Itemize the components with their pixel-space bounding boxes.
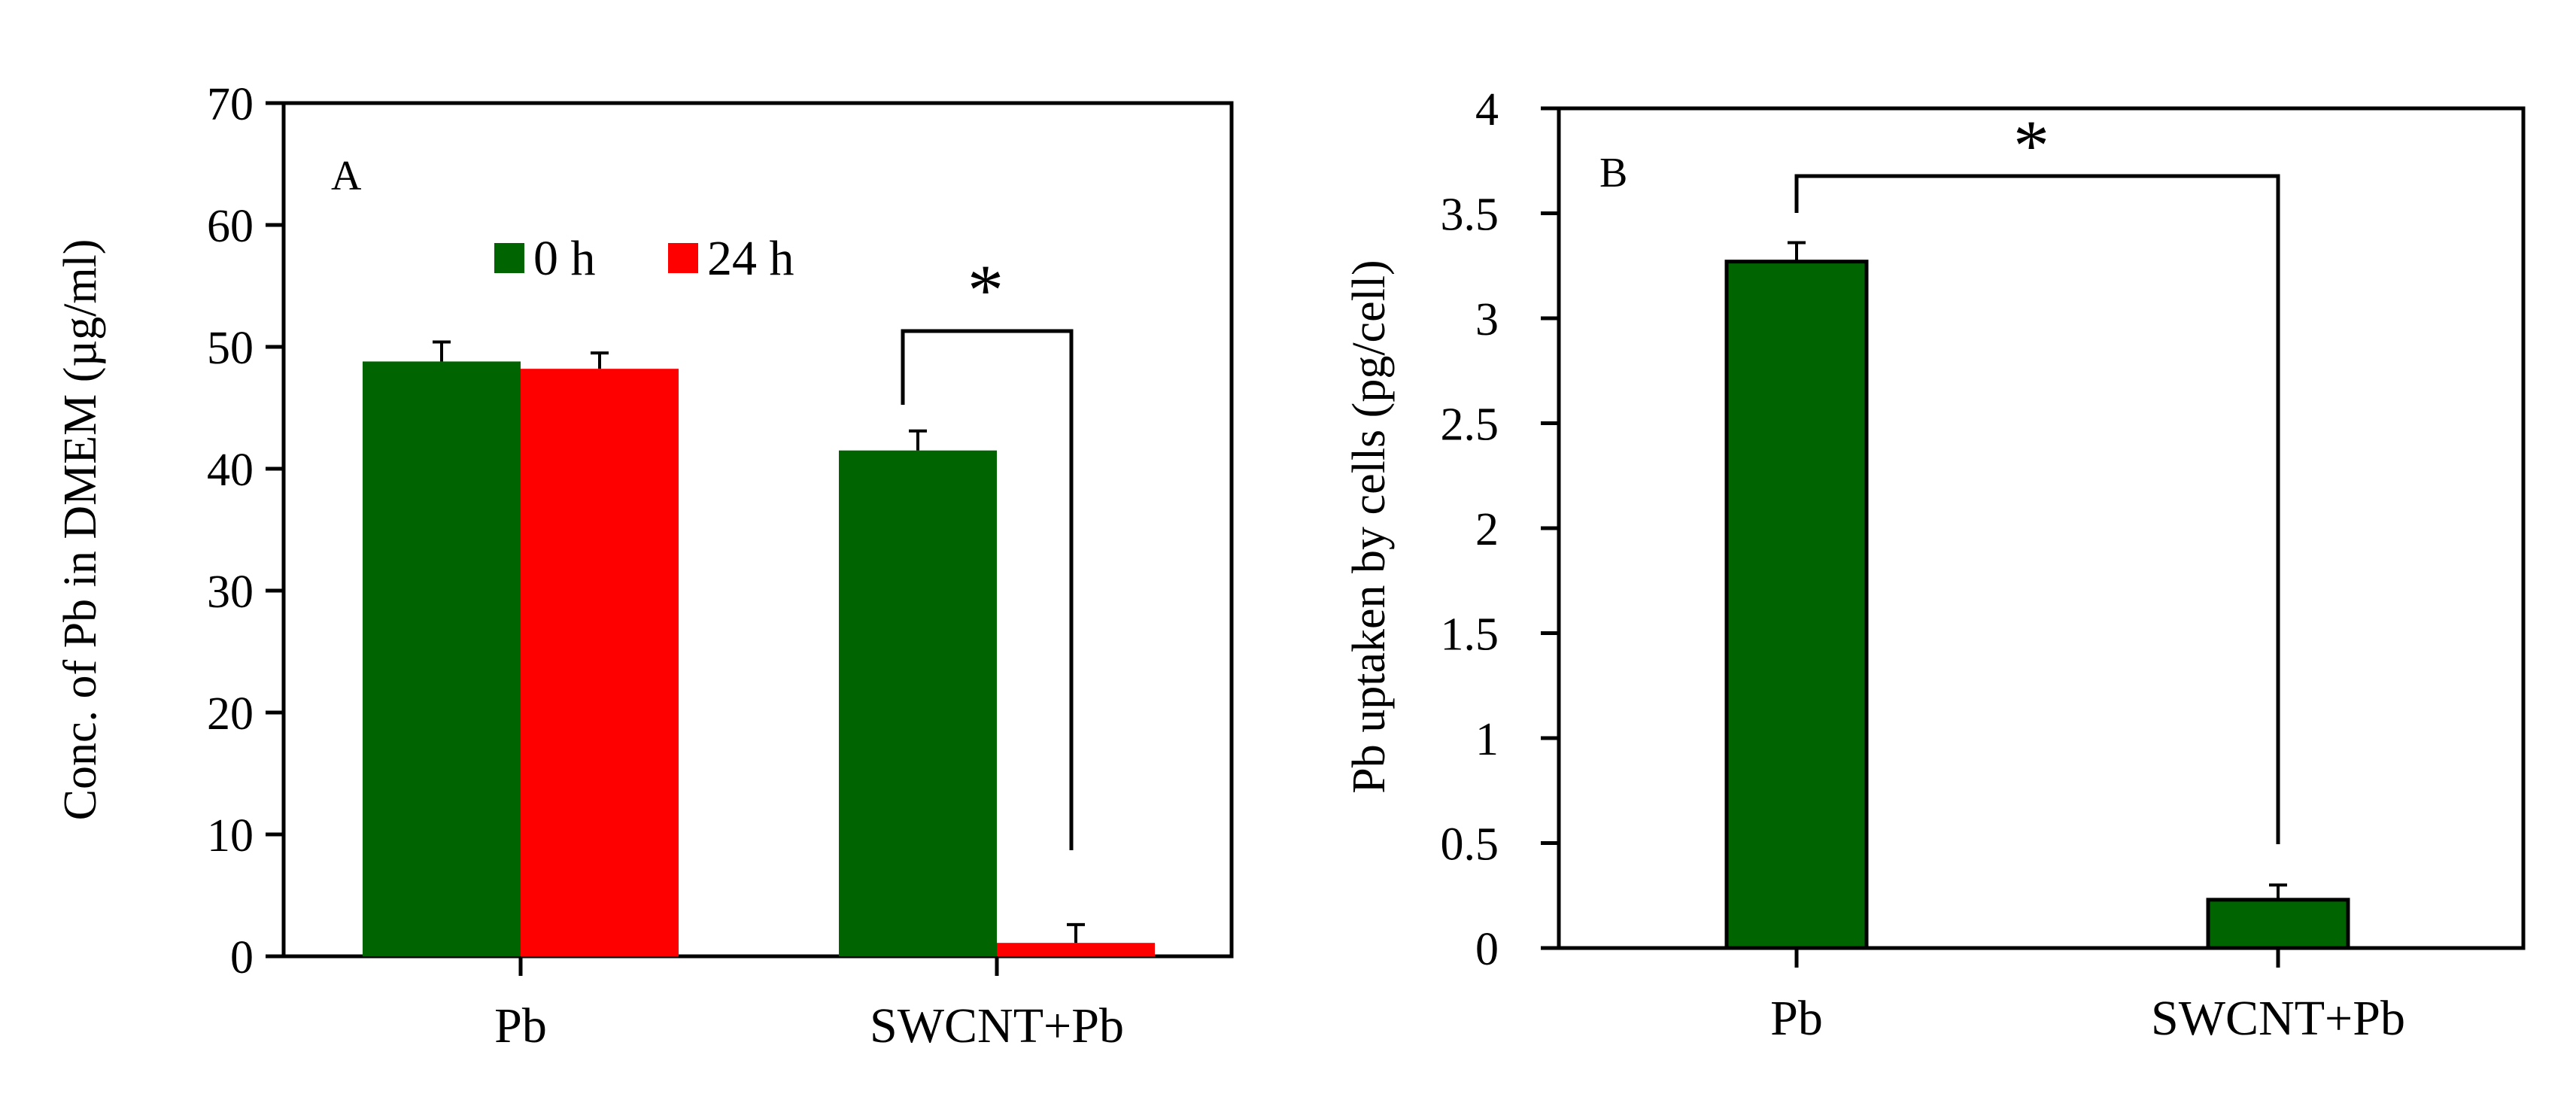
chart-a-y-axis-label: Conc. of Pb in DMEM (µg/ml) xyxy=(55,239,106,821)
chart-b-ytick-label: 1 xyxy=(1475,714,1499,765)
chart-a-legend: 0 h 24 h xyxy=(494,231,794,286)
chart-a-plot-frame xyxy=(281,101,1234,959)
chart-a-ytick-label: 70 xyxy=(207,79,254,130)
chart-b: B Pb uptaken by cells (pg/cell) 0 0.5 1 1.5… xyxy=(1344,84,2526,1046)
chart-a-ytick-label: 30 xyxy=(207,567,254,618)
chart-b-significance-bracket xyxy=(1794,174,2280,844)
chart-b-ytick-label: 0 xyxy=(1475,924,1499,975)
chart-a-ytick-label: 50 xyxy=(207,323,254,374)
chart-a-category-label: SWCNT+Pb xyxy=(870,998,1124,1053)
legend-label-24h: 24 h xyxy=(707,231,794,286)
chart-b-ytick-label: 4 xyxy=(1475,84,1499,135)
chart-a-ytick-label: 60 xyxy=(207,201,254,252)
chart-b-ytick-label: 2.5 xyxy=(1441,400,1499,451)
chart-a-ytick-label: 40 xyxy=(207,445,254,496)
chart-b-ytick-label: 0.5 xyxy=(1441,819,1499,871)
chart-b-ytick-label: 3.5 xyxy=(1441,190,1499,241)
chart-b-ytick-label: 3 xyxy=(1475,294,1499,345)
chart-a-bar-0h-1 xyxy=(839,450,997,956)
chart-b-plot-frame xyxy=(1557,106,2526,950)
chart-b-bar-uptake-1 xyxy=(2206,898,2350,950)
legend-swatch-24h xyxy=(668,243,698,273)
chart-b-ytick-label: 2 xyxy=(1475,504,1499,555)
chart-a-bar-0h-0 xyxy=(363,361,521,956)
legend-swatch-0h xyxy=(494,243,524,273)
chart-b-category-label: SWCNT+Pb xyxy=(2151,991,2405,1046)
chart-b-ytick-label: 1.5 xyxy=(1441,609,1499,661)
chart-b-panel-label: B xyxy=(1599,150,1627,196)
legend-label-0h: 0 h xyxy=(533,231,596,286)
chart-a-panel-label: A xyxy=(331,153,362,199)
chart-a-category-label: Pb xyxy=(494,998,547,1053)
chart-b-significance-star: * xyxy=(2013,105,2049,186)
chart-a-significance-star: * xyxy=(968,250,1004,330)
chart-a-significance-bracket xyxy=(901,329,1074,850)
chart-b-category-label: Pb xyxy=(1770,991,1823,1046)
chart-a-ytick-label: 10 xyxy=(207,810,254,861)
chart-a: A Conc. of Pb in DMEM (µg/ml) 0 10 20 30 40 5… xyxy=(55,79,1234,1053)
chart-a-ytick-label: 0 xyxy=(230,932,254,983)
chart-a-bar-24h-1 xyxy=(997,943,1155,956)
chart-a-ytick-label: 20 xyxy=(207,688,254,740)
chart-b-y-axis-label: Pb uptaken by cells (pg/cell) xyxy=(1344,260,1395,793)
chart-b-bar-uptake-0 xyxy=(1724,260,1869,950)
chart-a-bar-24h-0 xyxy=(521,369,679,956)
